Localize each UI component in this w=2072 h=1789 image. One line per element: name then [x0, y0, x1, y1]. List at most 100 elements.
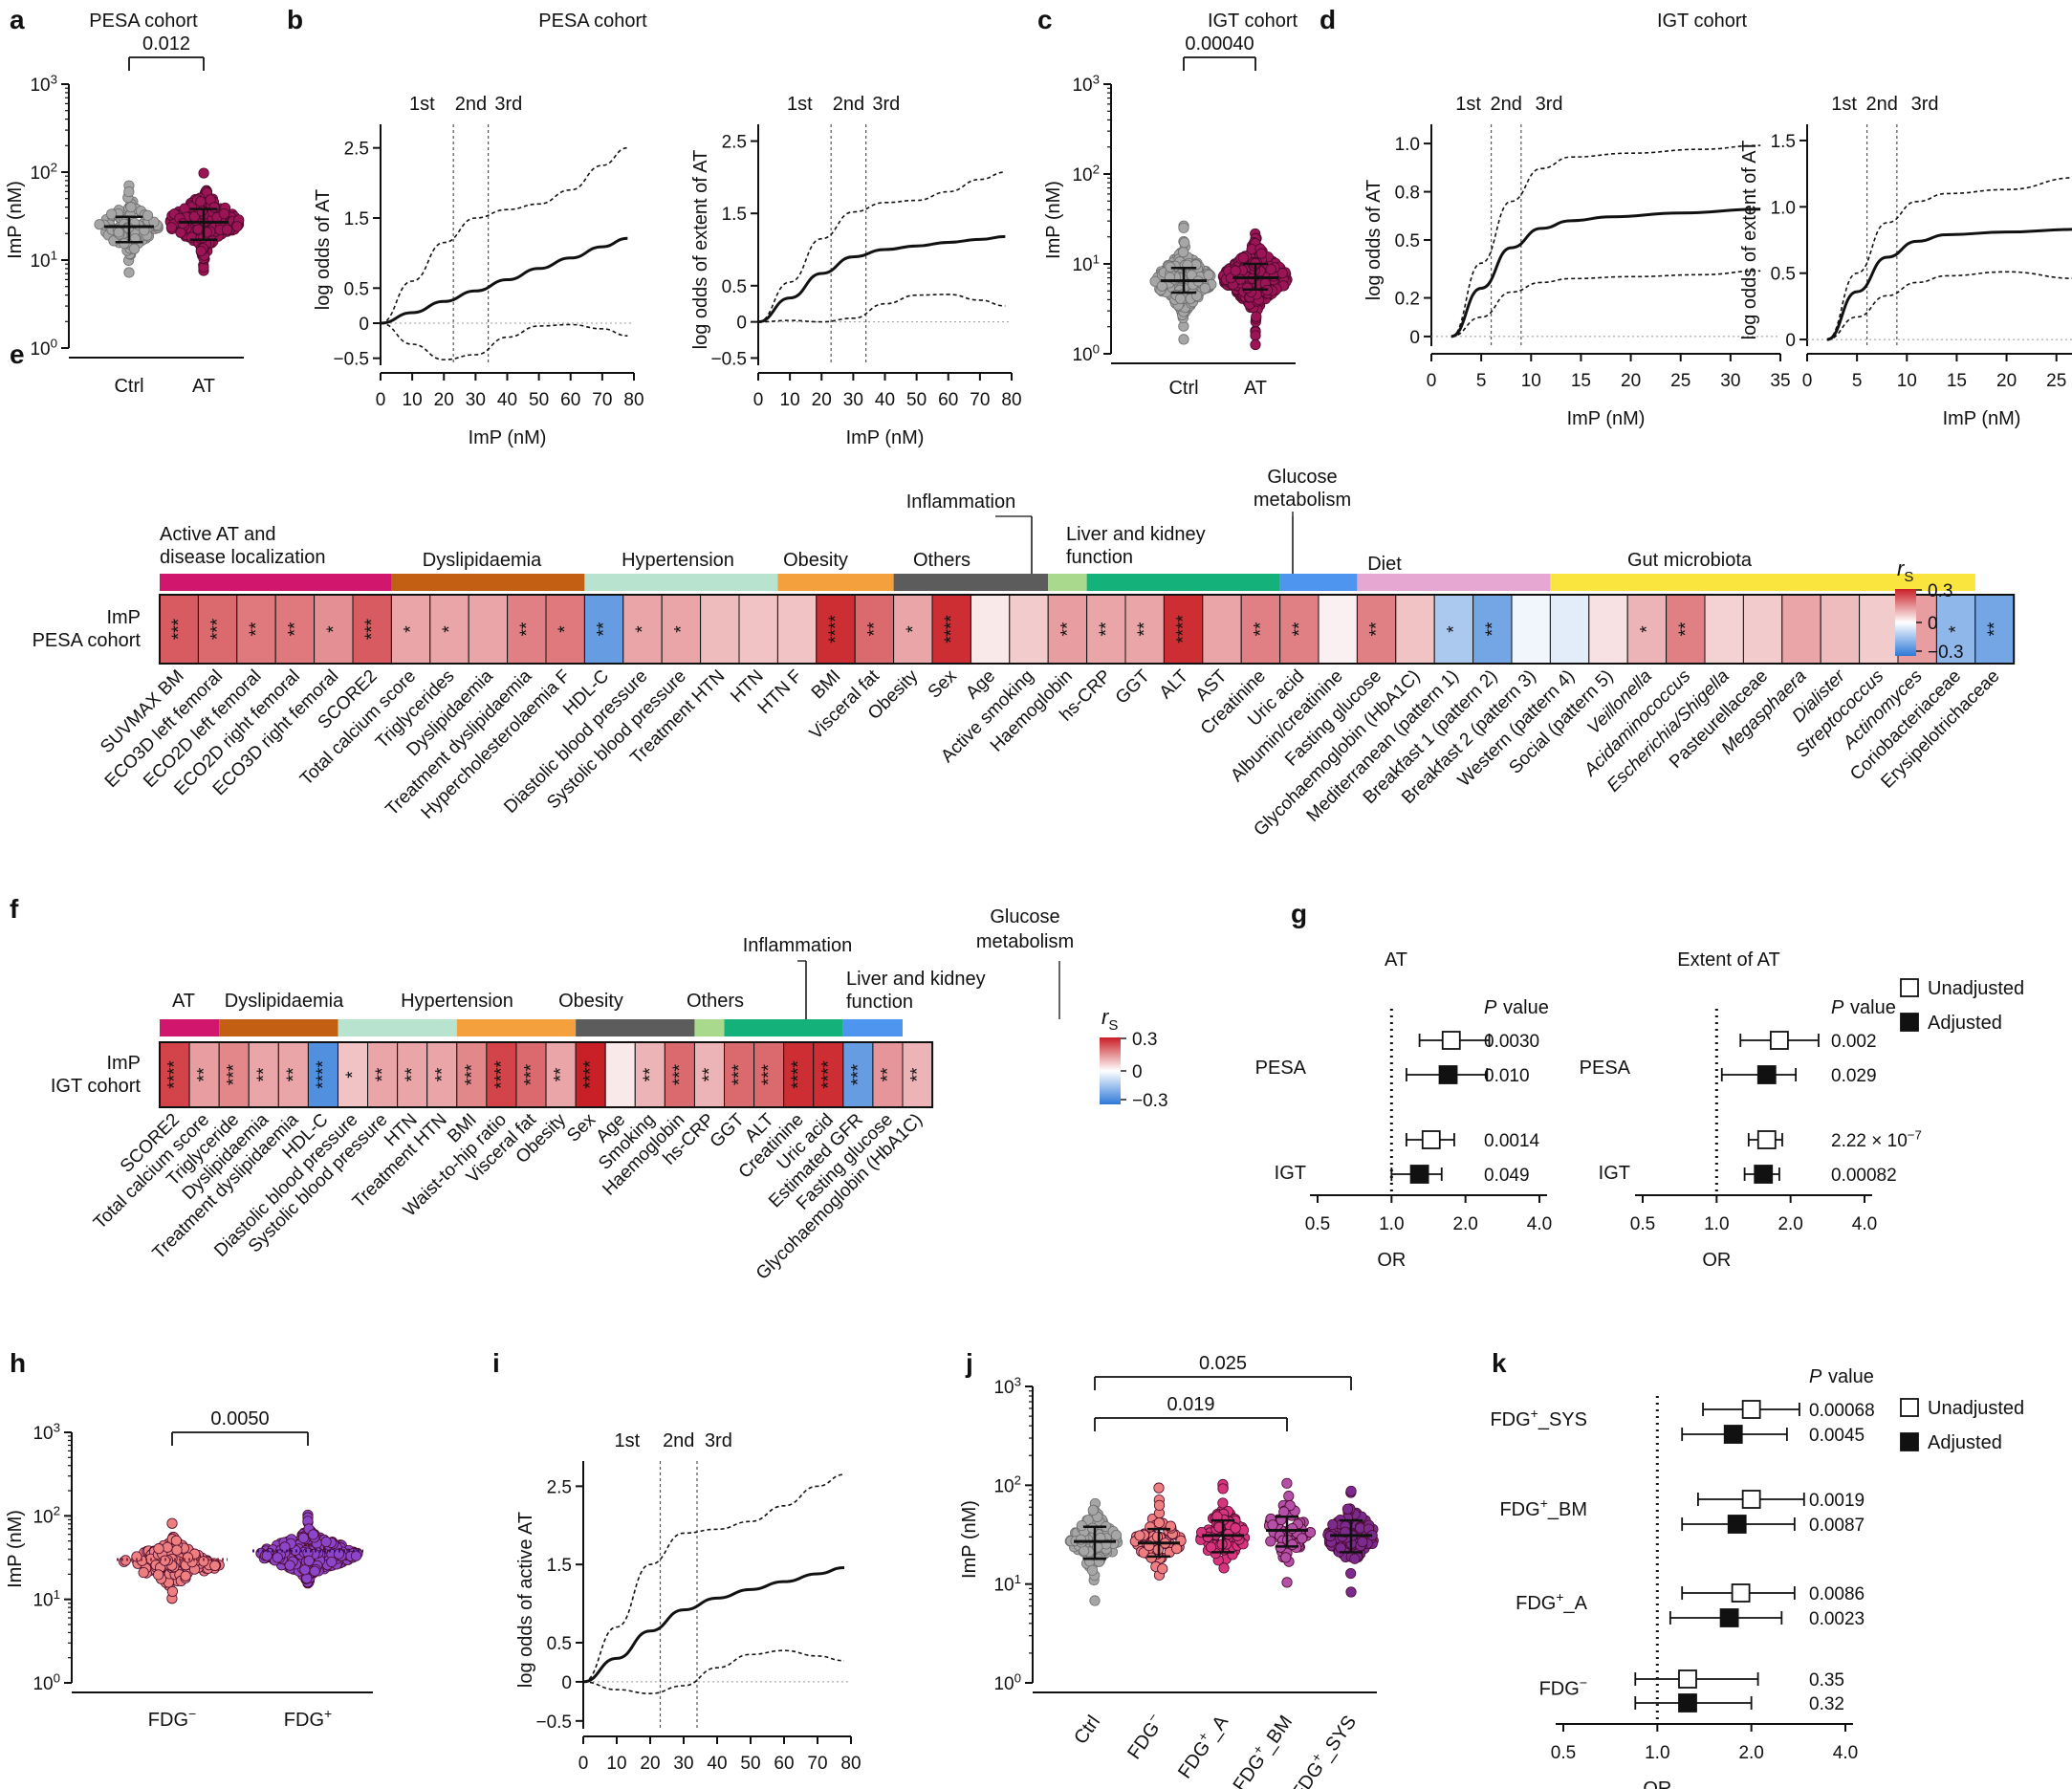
y-tick-label: 101 — [1072, 251, 1100, 275]
panel-g1-adjusted-marker — [1409, 1165, 1429, 1184]
panel-e-column-label: HTN F — [754, 666, 806, 718]
panel-b2-x-tick-label: 60 — [938, 390, 958, 410]
panel-d1-x-tick-label: 5 — [1476, 371, 1487, 391]
panel-e-row-label: ImP — [106, 607, 141, 628]
data-point — [142, 209, 154, 221]
panel-k-pvalue: 0.0045 — [1809, 1426, 1865, 1446]
panel-g2-unadjusted-marker — [1756, 1130, 1777, 1149]
panel-g2-unadjusted-marker — [1770, 1031, 1789, 1050]
panel-d1-fit-line — [1450, 207, 1761, 338]
panel-d2-y-tick-label: 0 — [1785, 331, 1796, 351]
panel-j-ylabel: ImP (nM) — [959, 1500, 980, 1579]
panel-k-pvalue: 0.00068 — [1809, 1401, 1875, 1421]
panel-g1-group-label: PESA — [1255, 1058, 1307, 1079]
data-point — [1286, 1538, 1298, 1550]
y-tick-label: 101 — [30, 248, 57, 272]
panel-i-y-tick-label: −0.5 — [535, 1713, 572, 1733]
panel-f-cell-sig: **** — [165, 1060, 185, 1089]
panel-e-cell-sig: ** — [517, 622, 537, 636]
panel-e-rs-legend-tick-label: 0 — [1928, 614, 1938, 634]
panel-e-cell — [1009, 594, 1049, 665]
y-tick-label: 102 — [993, 1473, 1021, 1497]
panel-f-group-label: metabolism — [976, 931, 1074, 952]
panel-a-category: AT — [192, 376, 215, 397]
panel-letter-i: i — [492, 1348, 500, 1378]
panel-e-cell-sig: **** — [1174, 615, 1194, 644]
panel-g2-pvalue: 0.002 — [1831, 1032, 1877, 1052]
data-point — [1283, 1491, 1295, 1502]
panel-k-adjusted-marker — [1723, 1425, 1743, 1444]
panel-e-cell-sig: * — [1637, 625, 1657, 633]
panel-f-cell-sig: *** — [522, 1063, 542, 1085]
panel-d2-x-tick-label: 25 — [2046, 371, 2066, 391]
panel-g-legend-adjusted-label: Adjusted — [1928, 1013, 2002, 1034]
panel-f-cell-sig: ** — [373, 1067, 393, 1081]
data-point — [123, 267, 135, 278]
panel-f-group-label: function — [846, 992, 913, 1013]
panel-e-cell — [1859, 594, 1899, 665]
data-point — [326, 1556, 338, 1568]
data-point — [153, 1543, 164, 1555]
panel-e-cell-sig: * — [633, 625, 653, 633]
data-point — [208, 202, 220, 213]
panel-e-cell — [738, 594, 778, 665]
panel-e-column-label: ALT — [1156, 665, 1193, 703]
panel-e-cell — [1433, 594, 1474, 665]
panel-f-group-bar — [219, 1019, 338, 1036]
panel-k-group-label: FDG+_SYS — [1490, 1406, 1587, 1430]
panel-e-rs-legend: rS 0.3 0 −0.3 — [1895, 556, 1964, 663]
data-point — [218, 207, 229, 220]
panel-f-cell — [902, 1041, 933, 1108]
panel-f-cell — [604, 1041, 636, 1108]
panel-k-pvalue: 0.0087 — [1809, 1516, 1865, 1536]
panel-f-cell — [486, 1041, 517, 1108]
panel-letter-j: j — [965, 1348, 973, 1378]
panel-e-cell — [314, 594, 354, 665]
data-point — [309, 1565, 320, 1577]
panel-d2-x-tick-label: 0 — [1802, 371, 1813, 391]
panel-i-x-tick-label: 40 — [707, 1754, 727, 1774]
panel-e-group-bar — [584, 574, 778, 591]
panel-f-cell — [277, 1041, 309, 1108]
panel-f-cell-sig: ** — [908, 1067, 928, 1081]
panel-b1-x-tick-label: 80 — [623, 390, 643, 410]
panel-b1-x-tick-label: 20 — [434, 390, 454, 410]
panel-f-cell — [724, 1041, 755, 1108]
panel-e-group-bar — [1550, 574, 1975, 591]
panel-k-legend-adjusted-label: Adjusted — [1928, 1432, 2002, 1453]
panel-b1-y-tick-label: 0.5 — [344, 279, 369, 299]
panel-e-cell-sig: * — [904, 625, 924, 633]
data-point — [1267, 1519, 1278, 1531]
panel-b1-y-tick-label: −0.5 — [333, 350, 369, 370]
panel-e-cell — [468, 594, 509, 665]
panel-g1-pvalue: 0.0014 — [1484, 1131, 1540, 1151]
panel-g1-pvalue: 0.049 — [1484, 1166, 1530, 1186]
panel-e-cell — [1086, 594, 1126, 665]
data-point — [123, 185, 135, 198]
data-point — [1153, 1499, 1166, 1511]
data-point — [279, 1541, 291, 1553]
panel-b1-xlabel: ImP (nM) — [469, 427, 547, 448]
panel-h-swarm-FDG− — [119, 1517, 225, 1604]
data-point — [125, 202, 137, 213]
panel-b1-tertile-label: 3rd — [494, 94, 522, 115]
panel-g1-group-label: IGT — [1275, 1163, 1306, 1184]
panel-i-tertile-label: 1st — [615, 1430, 641, 1451]
panel-b1-ylabel: log odds of AT — [313, 189, 334, 310]
data-point — [333, 1548, 345, 1560]
panel-g2-x-tick-label: 1.0 — [1704, 1214, 1729, 1234]
panel-i-x-tick-label: 0 — [578, 1754, 589, 1774]
panel-f-cell-sig: ** — [284, 1067, 304, 1081]
panel-f-cell — [307, 1041, 338, 1108]
panel-g2-x-tick-label: 4.0 — [1852, 1214, 1877, 1234]
data-point — [1241, 282, 1254, 294]
data-point — [175, 227, 186, 238]
panel-f-group-label: Inflammation — [743, 935, 853, 956]
data-point — [165, 222, 177, 233]
data-point — [1086, 1564, 1099, 1576]
panel-b2-x-tick-label: 10 — [780, 390, 800, 410]
panel-b2-y-tick-label: 0 — [736, 314, 747, 334]
data-point — [1281, 1477, 1293, 1489]
panel-f-cell — [545, 1041, 577, 1108]
